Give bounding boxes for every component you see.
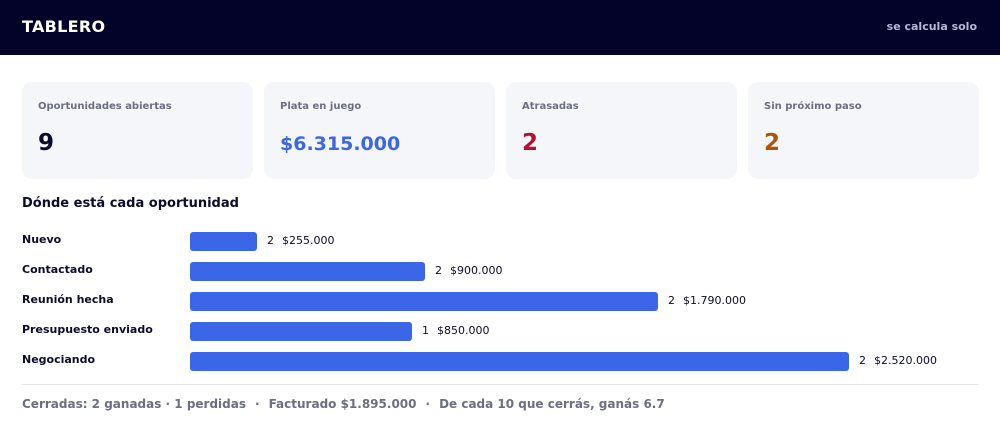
stage-bar <box>190 352 849 371</box>
stage-meta: 2 $2.520.000 <box>859 354 937 367</box>
kpi-label: Plata en juego <box>280 101 362 112</box>
billed-summary: Facturado $1.895.000 <box>268 397 417 411</box>
kpi-label: Oportunidades abiertas <box>38 101 172 112</box>
stage-label: Reunión hecha <box>22 293 114 306</box>
stage-count: 2 <box>435 264 442 277</box>
stage-count: 1 <box>422 324 429 337</box>
stage-label: Contactado <box>22 263 93 276</box>
stage-meta: 2 $255.000 <box>267 234 335 247</box>
divider <box>22 384 979 385</box>
stage-meta: 2 $1.790.000 <box>668 294 746 307</box>
kpi-value: 2 <box>764 130 781 156</box>
stage-bar <box>190 232 257 251</box>
auto-calculated-note: se calcula solo <box>886 20 977 33</box>
footer-separator: · <box>425 397 431 411</box>
pipeline-row: Presupuesto enviado 1 $850.000 <box>22 318 979 342</box>
closed-summary: Cerradas: 2 ganadas · 1 perdidas <box>22 397 246 411</box>
pipeline-row: Reunión hecha 2 $1.790.000 <box>22 288 979 312</box>
kpi-value: 2 <box>522 130 539 156</box>
summary-footer: Cerradas: 2 ganadas · 1 perdidas · Factura… <box>22 397 665 411</box>
stage-bar <box>190 322 412 341</box>
stage-amount: $1.790.000 <box>683 294 746 307</box>
stage-amount: $255.000 <box>282 234 335 247</box>
pipeline-row: Nuevo 2 $255.000 <box>22 228 979 252</box>
kpi-card-money-at-stake: Plata en juego $6.315.000 <box>264 82 495 179</box>
kpi-value: $6.315.000 <box>280 133 401 155</box>
kpi-value: 9 <box>38 130 55 156</box>
stage-label: Presupuesto enviado <box>22 323 153 336</box>
kpi-label: Sin próximo paso <box>764 101 862 112</box>
stage-label: Negociando <box>22 353 96 366</box>
top-bar: TABLERO se calcula solo <box>0 0 1000 55</box>
stage-count: 2 <box>267 234 274 247</box>
stage-amount: $2.520.000 <box>874 354 937 367</box>
pipeline-section-title: Dónde está cada oportunidad <box>22 196 239 211</box>
stage-bar <box>190 262 425 281</box>
stage-label: Nuevo <box>22 233 62 246</box>
stage-amount: $850.000 <box>437 324 490 337</box>
kpi-label: Atrasadas <box>522 101 579 112</box>
page-title: TABLERO <box>22 17 106 36</box>
stage-count: 2 <box>668 294 675 307</box>
kpi-cards: Oportunidades abiertas 9 Plata en juego … <box>22 82 979 179</box>
stage-amount: $900.000 <box>450 264 503 277</box>
stage-meta: 2 $900.000 <box>435 264 503 277</box>
pipeline-chart: Nuevo 2 $255.000 Contactado 2 $900.000 Reunión… <box>22 228 979 378</box>
win-rate-summary: De cada 10 que cerrás, ganás 6.7 <box>439 397 665 411</box>
stage-bar <box>190 292 658 311</box>
stage-meta: 1 $850.000 <box>422 324 490 337</box>
pipeline-row: Negociando 2 $2.520.000 <box>22 348 979 372</box>
pipeline-row: Contactado 2 $900.000 <box>22 258 979 282</box>
kpi-card-no-next-step: Sin próximo paso 2 <box>748 82 979 179</box>
kpi-card-overdue: Atrasadas 2 <box>506 82 737 179</box>
stage-count: 2 <box>859 354 866 367</box>
footer-separator: · <box>255 397 260 411</box>
kpi-card-open-opportunities: Oportunidades abiertas 9 <box>22 82 253 179</box>
